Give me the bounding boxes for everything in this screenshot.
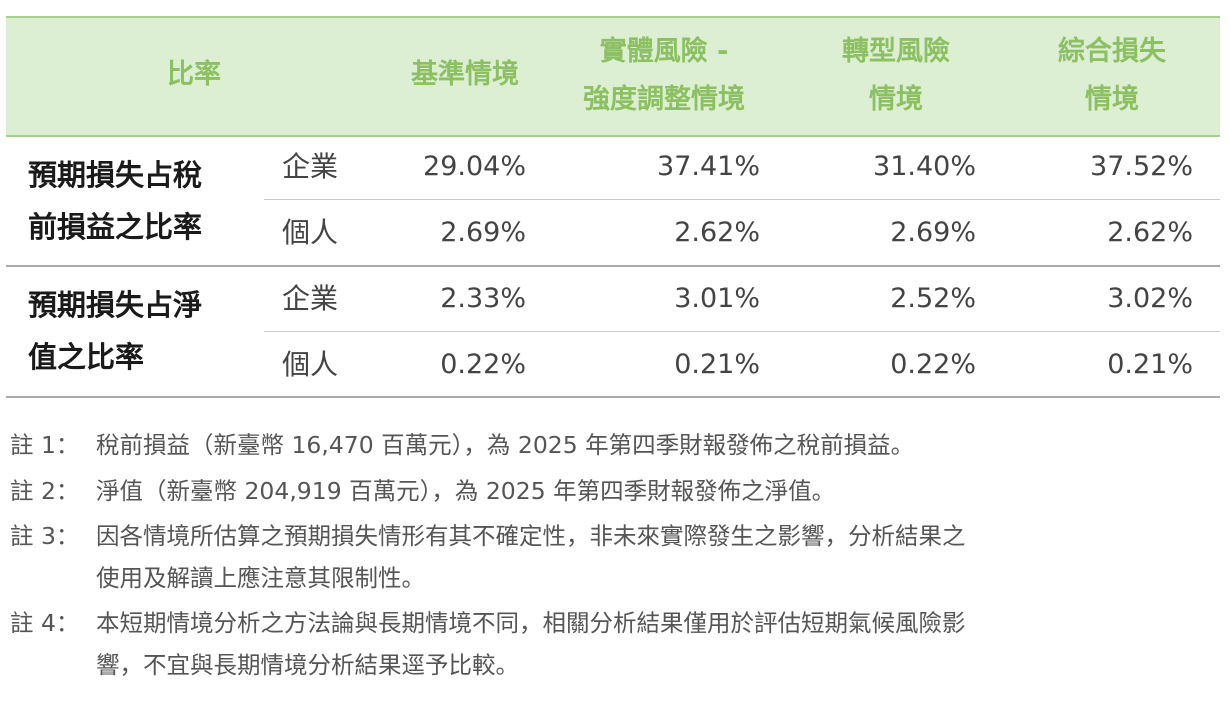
note-key: 註 2： [10,477,80,505]
cell-combined: 0.21% [1107,349,1193,380]
header-combined-line1: 綜合損失 [1058,36,1166,67]
note-1: 註 1： 稅前損益（新臺幣 16,470 百萬元），為 2025 年第四季財報發佈… [10,423,914,467]
note-3: 註 3： 因各情境所估算之預期損失情形有其不確定性，非未來實際發生之影響，分析結果… [10,514,966,558]
cell-physical: 0.21% [674,349,760,380]
note-text: 淨值（新臺幣 204,919 百萬元），為 2025 年第四季財報發佈之淨值。 [96,477,836,505]
row-divider [264,199,1220,200]
row-type: 企業 [282,150,339,183]
note-text: 本短期情境分析之方法論與長期情境不同，相關分析結果僅用於評估短期氣候風險影 [96,609,966,637]
group-label-networth-line2: 值之比率 [28,340,145,374]
note-4: 註 4： 本短期情境分析之方法論與長期情境不同，相關分析結果僅用於評估短期氣候風險… [10,601,966,645]
note-2: 註 2： 淨值（新臺幣 204,919 百萬元），為 2025 年第四季財報發佈之… [10,469,835,513]
cell-base: 29.04% [423,151,526,182]
table-header: 比率 基準情境 實體風險 - 強度調整情境 轉型風險 情境 綜合損失 情境 [6,16,1220,137]
group-label-pretax-line1: 預期損失占稅 [28,158,203,192]
note-3-continuation: 使用及解讀上應注意其限制性。 [96,564,425,592]
cell-transition: 2.69% [890,217,976,248]
header-combined-line2: 情境 [1085,84,1139,115]
note-key: 註 1： [10,431,80,459]
row-type: 個人 [282,348,339,381]
group-divider [6,265,1220,267]
cell-transition: 31.40% [873,151,976,182]
row-type: 個人 [282,216,339,249]
cell-base: 0.22% [440,349,526,380]
cell-combined: 3.02% [1107,283,1193,314]
row-type: 企業 [282,282,339,315]
header-ratio: 比率 [167,59,221,90]
group-label-pretax-line2: 前損益之比率 [28,210,203,244]
cell-base: 2.33% [440,283,526,314]
note-text: 因各情境所估算之預期損失情形有其不確定性，非未來實際發生之影響，分析結果之 [96,522,966,550]
cell-physical: 2.62% [674,217,760,248]
note-4-continuation: 響，不宜與長期情境分析結果逕予比較。 [96,651,519,679]
note-key: 註 4： [10,609,80,637]
cell-combined: 37.52% [1090,151,1193,182]
note-key: 註 3： [10,522,80,550]
cell-combined: 2.62% [1107,217,1193,248]
cell-physical: 37.41% [657,151,760,182]
note-text: 稅前損益（新臺幣 16,470 百萬元），為 2025 年第四季財報發佈之稅前損… [96,431,915,459]
cell-physical: 3.01% [674,283,760,314]
cell-base: 2.69% [440,217,526,248]
row-divider [264,331,1220,332]
header-physical-line1: 實體風險 - [599,36,729,67]
header-base: 基準情境 [411,59,519,90]
header-transition-line2: 情境 [869,84,923,115]
header-physical-line2: 強度調整情境 [583,84,745,115]
table-bottom-border [6,396,1220,398]
header-transition-line1: 轉型風險 [842,36,950,67]
cell-transition: 2.52% [890,283,976,314]
cell-transition: 0.22% [890,349,976,380]
group-label-networth-line1: 預期損失占淨 [28,288,203,322]
